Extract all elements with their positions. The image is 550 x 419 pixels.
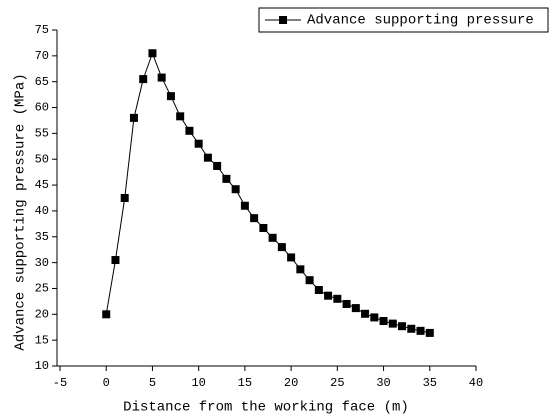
x-axis-label: Distance from the working face (m): [123, 400, 409, 416]
marker: [407, 324, 416, 333]
x-tick-label: 15: [238, 376, 252, 390]
y-tick-label: 60: [35, 101, 49, 115]
marker: [324, 291, 333, 300]
marker: [287, 253, 296, 262]
y-tick-label: 75: [35, 23, 49, 37]
x-tick-label: 0: [103, 376, 110, 390]
marker: [351, 304, 360, 313]
marker: [370, 313, 379, 322]
marker: [157, 73, 166, 82]
marker: [194, 139, 203, 148]
y-axis-label: Advance supporting pressure (MPa): [13, 73, 29, 350]
y-tick-label: 20: [35, 307, 49, 321]
y-tick-label: 45: [35, 178, 49, 192]
marker: [240, 201, 249, 210]
marker: [398, 322, 407, 331]
marker: [148, 49, 157, 58]
marker: [277, 243, 286, 252]
marker: [250, 214, 259, 223]
marker: [388, 319, 397, 328]
marker: [361, 309, 370, 318]
marker: [268, 233, 277, 242]
marker: [102, 310, 111, 319]
marker: [231, 185, 240, 194]
x-tick-label: 25: [330, 376, 344, 390]
y-tick-label: 25: [35, 282, 49, 296]
marker: [176, 112, 185, 121]
marker: [185, 126, 194, 135]
x-tick-label: 40: [469, 376, 483, 390]
marker: [120, 194, 129, 202]
y-tick-label: 15: [35, 333, 49, 347]
legend-label: Advance supporting pressure: [307, 13, 534, 29]
y-tick-label: 10: [35, 359, 49, 373]
x-tick-label: 20: [284, 376, 298, 390]
marker: [111, 256, 120, 265]
marker: [333, 294, 342, 303]
marker: [222, 174, 231, 183]
marker: [259, 223, 268, 232]
legend-box: [258, 7, 549, 33]
marker: [305, 276, 314, 285]
marker: [425, 328, 434, 337]
y-tick-label: 70: [35, 49, 49, 63]
y-tick-label: 35: [35, 230, 49, 244]
marker: [139, 75, 148, 84]
marker: [379, 317, 388, 326]
marker: [166, 92, 175, 101]
y-tick-label: 55: [35, 127, 49, 141]
marker: [416, 326, 425, 335]
y-tick-label: 50: [35, 152, 49, 166]
x-tick-label: 5: [149, 376, 156, 390]
y-tick-label: 30: [35, 256, 49, 270]
marker: [129, 113, 138, 122]
marker: [314, 286, 323, 295]
y-tick-label: 40: [35, 204, 49, 218]
x-tick-label: 30: [376, 376, 390, 390]
series-line: [105, 51, 430, 334]
legend-marker: [279, 16, 287, 24]
marker: [213, 161, 222, 170]
marker: [296, 265, 305, 274]
y-tick-label: 65: [35, 75, 49, 89]
x-tick-label: 10: [191, 376, 205, 390]
x-tick-label: 35: [423, 376, 437, 390]
x-tick-label: -5: [53, 376, 67, 390]
marker: [203, 153, 212, 162]
marker: [342, 299, 351, 308]
